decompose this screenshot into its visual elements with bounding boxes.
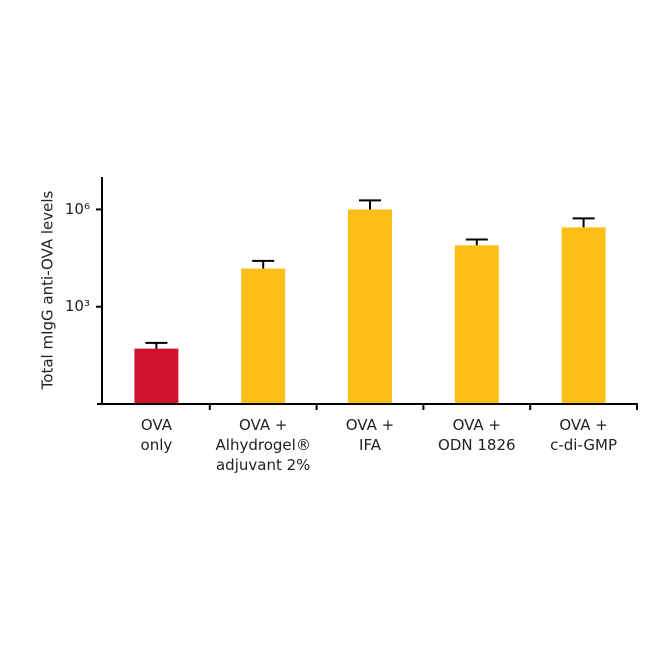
x-tick-label: c-di-GMP <box>550 436 617 454</box>
bar <box>561 227 606 403</box>
bar <box>241 268 286 403</box>
x-tick-label: only <box>141 436 173 454</box>
x-tick-label: IFA <box>359 436 382 454</box>
bar <box>134 348 179 403</box>
x-tick-label: Alhydrogel® <box>216 436 311 454</box>
x-tick-label: ODN 1826 <box>438 436 516 454</box>
x-tick-label: OVA <box>141 416 173 434</box>
bar <box>454 245 499 403</box>
x-tick-label: adjuvant 2% <box>216 456 310 474</box>
y-tick-label: 10⁶ <box>65 200 90 218</box>
x-tick-label: OVA + <box>559 416 607 434</box>
x-tick-label: OVA + <box>346 416 394 434</box>
y-axis-label: Total mIgG anti-OVA levels <box>39 190 57 390</box>
y-tick-label: 10³ <box>65 297 90 315</box>
bar <box>348 209 392 403</box>
x-tick-label: OVA + <box>453 416 501 434</box>
x-tick-label: OVA + <box>239 416 287 434</box>
